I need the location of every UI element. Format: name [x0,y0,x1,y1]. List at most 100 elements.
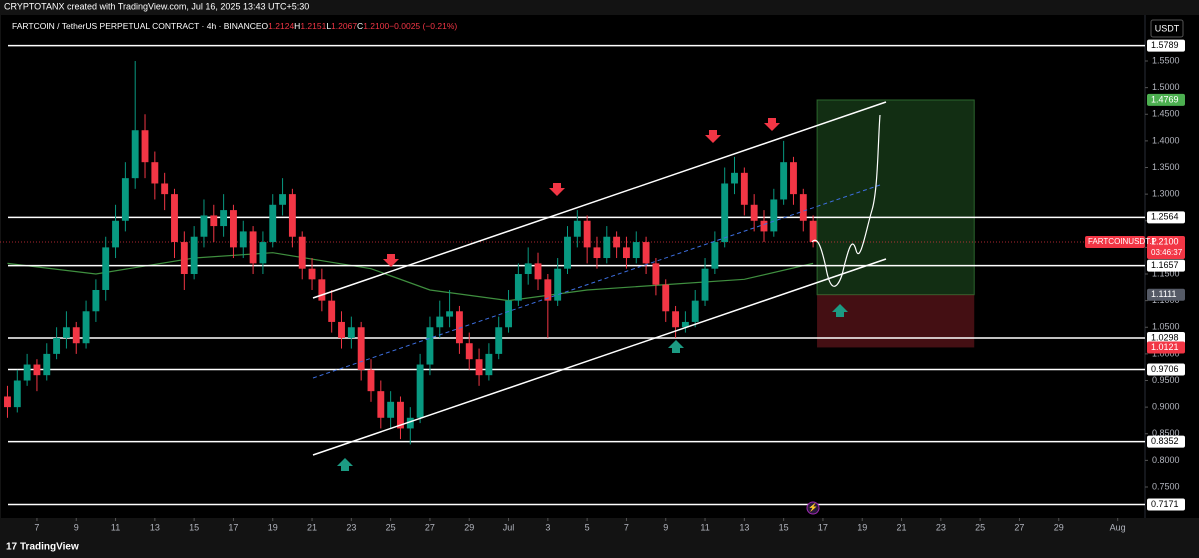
projection [811,114,881,287]
y-tick-label: 1.5500 [1152,55,1180,65]
level-label: 1.5789 [1151,40,1179,50]
event-icon-glyph: ⚡ [808,502,818,512]
candle-body [554,268,562,301]
target-label: 1.4769 [1151,94,1179,104]
candle-body [485,353,493,376]
candle-body [190,236,198,275]
candle-body [239,231,247,248]
candle-body [220,210,228,227]
x-tick-label: 23 [936,522,946,532]
candle-body [338,321,345,338]
candle-body [603,236,611,259]
candle-body [387,401,395,418]
candle-body [446,311,454,317]
candle-body [573,220,581,237]
x-tick-label: 21 [307,522,317,532]
candle-body [397,401,404,429]
arrow-up [668,340,684,353]
candle-body [790,162,797,195]
candle-body [799,194,807,221]
y-tick-label: 1.5000 [1152,82,1180,92]
candle-body [23,364,31,381]
candle-body [141,130,149,163]
attribution: CRYPTOTANX created with TradingView.com,… [4,1,309,11]
level-label-box [1147,332,1185,345]
candle-body [180,242,188,275]
channel-mid [312,184,881,379]
candle-body [288,194,296,237]
currency: USDT [1155,23,1180,33]
candle-body [151,162,159,184]
candle-body [780,162,788,200]
candle-body [249,231,257,264]
y-tick-label: 0.8500 [1152,428,1180,438]
x-tick-label: 9 [663,522,668,532]
x-tick-label: 25 [386,522,396,532]
x-tick-label: 15 [189,522,199,532]
y-tick-label: 1.3500 [1152,162,1180,172]
stop-label: 1.0121 [1151,342,1179,352]
candle-body [514,274,522,301]
candle-body [357,327,365,370]
candle-body [691,300,699,322]
candle-body [102,247,110,290]
candle-body [318,279,326,301]
candle-body [161,183,169,195]
readout-value: 1.2067 [331,21,357,31]
candle-body [740,172,748,205]
event-icon[interactable] [806,501,820,515]
candle-body [662,284,670,312]
y-tick-label: 0.9500 [1152,375,1180,385]
y-tick-label: 0.9000 [1152,402,1180,412]
candle-body [4,396,11,408]
candle-body [731,172,738,184]
x-tick-label: 11 [111,522,120,532]
x-tick-label: 25 [975,522,985,532]
x-tick-label: 29 [464,522,474,532]
x-tick-label: 27 [1014,522,1024,532]
candle-body [82,311,90,344]
level-label-box [1147,259,1185,272]
candle-body [33,364,41,376]
arrow-up [337,458,353,471]
candle-body [171,194,178,243]
candle-body [367,369,375,392]
candle-body [623,247,630,259]
level-label: 0.7171 [1151,499,1179,509]
candle-body [583,220,591,248]
symbol-box [1085,236,1145,249]
candle-body [809,220,817,243]
candle-body [524,263,532,275]
x-tick-label: 21 [897,522,907,532]
candle-body [416,364,424,418]
x-tick-label: 7 [624,522,629,532]
candle-body [121,178,129,221]
y-tick-label: 1.4500 [1152,109,1180,119]
candle-body [72,327,80,344]
y-tick-label: 1.1500 [1152,268,1180,278]
channel-lower [312,258,887,456]
candle-body [534,263,542,280]
candle-body [112,220,119,248]
logo: TradingView [20,542,79,553]
moving-average [7,252,814,302]
readout-key: H [294,21,300,31]
channel-upper [312,101,887,299]
candle-body [613,236,621,248]
level-label-box [1147,498,1185,511]
level-label: 1.1657 [1151,260,1179,270]
x-tick-label: 19 [268,522,278,532]
x-tick-label: 9 [74,522,79,532]
target-label-box [1147,93,1185,106]
candle-body [721,183,729,243]
candle-body [711,242,719,269]
arrow-down [383,254,399,267]
y-tick-label: 1.3000 [1152,189,1180,199]
candle-body [308,268,316,280]
candle-body [672,311,680,328]
level-label-box [1147,363,1185,376]
candle-body [750,204,758,221]
readout-value: 1.2100 [363,21,389,31]
x-tick-label: 5 [585,522,590,532]
level-label: 0.8352 [1151,436,1179,446]
